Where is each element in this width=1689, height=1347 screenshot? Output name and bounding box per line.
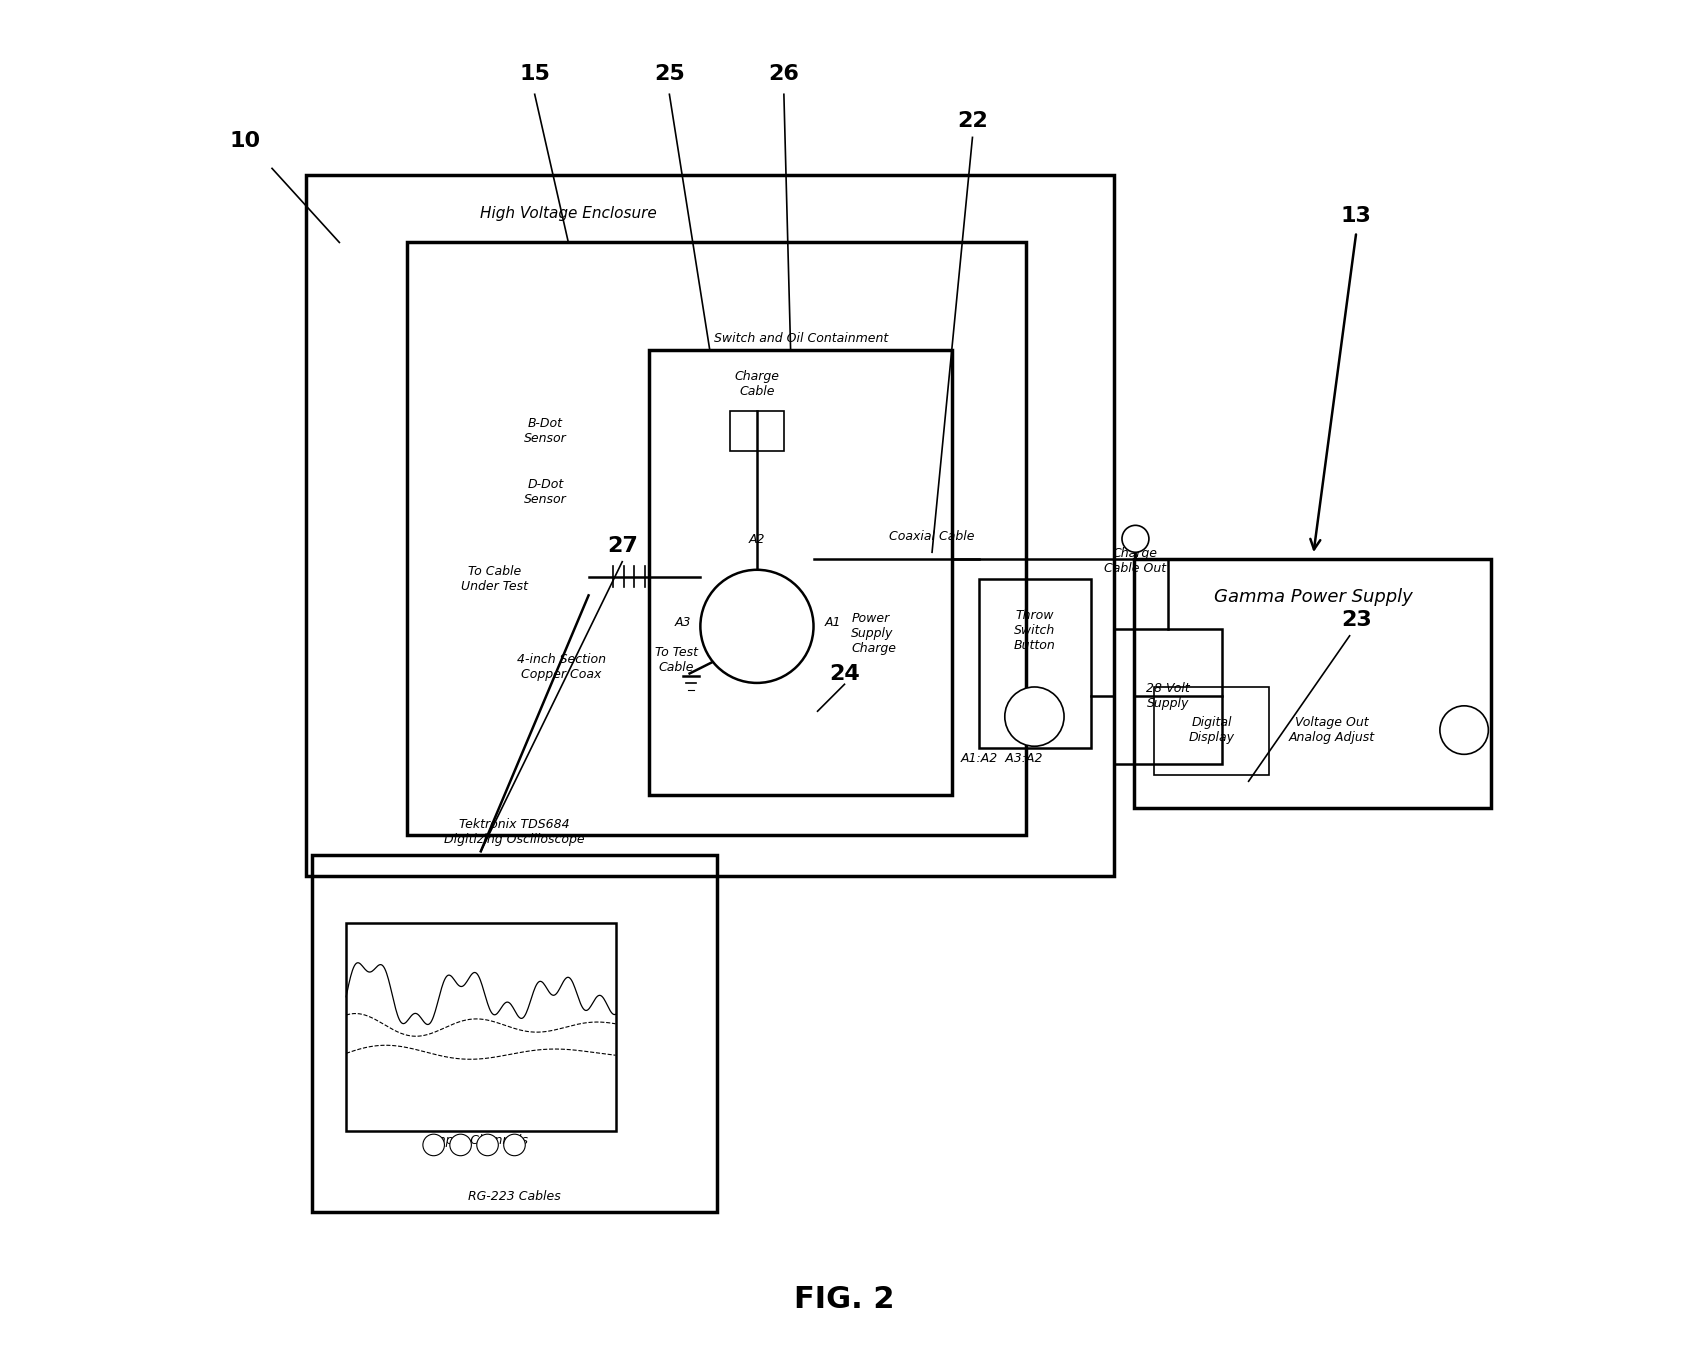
Circle shape <box>449 1134 471 1156</box>
Text: B-Dot
Sensor: B-Dot Sensor <box>524 418 568 445</box>
Text: 24: 24 <box>829 664 860 683</box>
Text: Throw
Switch
Button: Throw Switch Button <box>1013 609 1056 652</box>
Bar <box>1115 629 1221 764</box>
Text: o: o <box>1030 710 1039 723</box>
Bar <box>649 350 953 795</box>
Bar <box>407 242 1027 835</box>
Text: A3: A3 <box>674 616 691 629</box>
Text: 27: 27 <box>606 536 638 555</box>
Bar <box>312 855 716 1212</box>
Text: 25: 25 <box>654 65 684 84</box>
Circle shape <box>503 1134 525 1156</box>
Text: Voltage Out
Analog Adjust: Voltage Out Analog Adjust <box>1289 717 1375 744</box>
Bar <box>980 579 1091 748</box>
Text: 4-inch Section
Copper Coax: 4-inch Section Copper Coax <box>517 653 606 680</box>
Bar <box>1154 687 1268 775</box>
Text: Tektronix TDS684
Digitizing Oscilloscope: Tektronix TDS684 Digitizing Oscilloscope <box>444 818 584 846</box>
Text: A1:A2  A3:A2: A1:A2 A3:A2 <box>961 752 1044 765</box>
Text: 26: 26 <box>768 65 799 84</box>
Text: RG-223 Cables: RG-223 Cables <box>468 1189 561 1203</box>
Circle shape <box>476 1134 498 1156</box>
Text: Gamma Power Supply: Gamma Power Supply <box>1214 587 1412 606</box>
Text: 10: 10 <box>230 132 260 151</box>
Text: A1: A1 <box>824 616 841 629</box>
Circle shape <box>1121 525 1149 552</box>
Circle shape <box>701 570 814 683</box>
Text: 3: 3 <box>485 1142 490 1148</box>
Bar <box>1133 559 1491 808</box>
Text: FIG. 2: FIG. 2 <box>794 1285 895 1315</box>
Text: 4: 4 <box>512 1142 517 1148</box>
Text: To Cable
Under Test: To Cable Under Test <box>461 566 527 593</box>
Text: Power
Supply
Charge: Power Supply Charge <box>851 612 897 655</box>
Text: To Test
Cable: To Test Cable <box>655 647 698 674</box>
Text: 22: 22 <box>958 112 988 131</box>
Text: Input Channels: Input Channels <box>434 1134 527 1148</box>
Bar <box>730 411 784 451</box>
Text: High Voltage Enclosure: High Voltage Enclosure <box>480 206 657 221</box>
Text: 15: 15 <box>519 65 551 84</box>
Text: 28 Volt
Supply: 28 Volt Supply <box>1145 683 1189 710</box>
Text: 2: 2 <box>458 1142 463 1148</box>
Text: Coaxial Cable: Coaxial Cable <box>890 529 975 543</box>
Circle shape <box>422 1134 444 1156</box>
Bar <box>346 923 615 1131</box>
Text: 13: 13 <box>1341 206 1371 225</box>
Text: D-Dot
Sensor: D-Dot Sensor <box>524 478 568 505</box>
Text: Charge
Cable: Charge Cable <box>735 370 779 397</box>
Circle shape <box>1005 687 1064 746</box>
Text: Digital
Display: Digital Display <box>1189 717 1235 744</box>
Circle shape <box>1441 706 1488 754</box>
Text: Coaxial
Switch: Coaxial Switch <box>740 606 775 628</box>
Text: Charge
Cable Out: Charge Cable Out <box>1105 547 1167 575</box>
Text: 23: 23 <box>1341 610 1371 629</box>
Bar <box>306 175 1115 876</box>
Text: A2: A2 <box>748 532 765 546</box>
Text: Switch and Oil Containment: Switch and Oil Containment <box>713 331 888 345</box>
Text: 1: 1 <box>431 1142 436 1148</box>
